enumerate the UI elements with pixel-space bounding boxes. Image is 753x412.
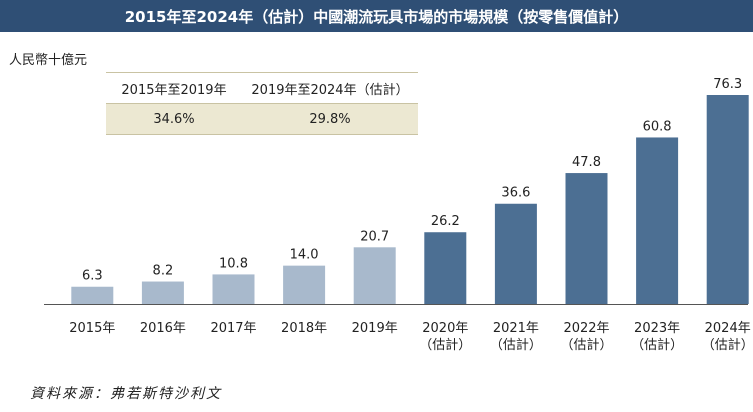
category-label-0: 2015年 [69,321,115,336]
category-note-5: （估計） [419,337,471,353]
category-label-7: 2022年 [563,321,609,336]
chart-title: 2015年至2024年（估計）中國潮流玩具市場的市場規模（按零售價值計） [0,0,753,32]
value-label-2: 10.8 [219,256,248,271]
bar-7 [565,173,608,304]
category-label-1: 2016年 [140,321,186,336]
value-label-6: 36.6 [501,186,530,201]
value-label-5: 26.2 [431,214,460,229]
cagr-header-row: 2015年至2019年 2019年至2024年（估計） [106,73,418,103]
cagr-value-2015-2019: 34.6% [153,111,195,127]
category-note-6: （估計） [490,337,542,353]
value-label-4: 20.7 [360,229,389,244]
value-label-1: 8.2 [153,264,174,279]
category-label-8: 2023年 [634,321,680,336]
bar-chart: 6.3 2015年 8.2 2016年 10.8 2017年 14.0 2018年 20.7 20… [44,77,753,353]
bar-9 [706,95,749,304]
category-note-7: （估計） [560,337,612,353]
category-note-8: （估計） [631,337,683,353]
category-label-4: 2019年 [352,321,398,336]
category-label-9: 2024年 [705,321,751,336]
value-label-7: 47.8 [572,155,601,170]
bar-6 [494,203,537,304]
category-label-2: 2017年 [210,321,256,336]
source-note: 資料來源：弗若斯特沙利文 [30,386,222,402]
category-label-3: 2018年 [281,321,327,336]
value-label-0: 6.3 [82,269,103,284]
cagr-value-row: 34.6% 29.8% [106,103,418,134]
cagr-header-2019-2024: 2019年至2024年（估計） [251,82,409,98]
value-label-9: 76.3 [713,77,742,92]
cagr-header-2015-2019: 2015年至2019年 [121,82,227,98]
bar-2 [212,274,255,304]
value-label-8: 60.8 [643,119,672,134]
bar-0 [71,286,114,304]
bar-5 [424,232,467,304]
cagr-table: 2015年至2019年 2019年至2024年（估計） 34.6% 29.8% [106,72,418,135]
category-label-5: 2020年 [422,321,468,336]
category-note-9: （估計） [702,337,753,353]
bar-8 [636,137,679,304]
bar-3 [283,265,326,304]
cagr-value-2019-2024: 29.8% [309,111,351,127]
unit-label: 人民幣十億元 [9,53,88,68]
category-label-6: 2021年 [493,321,539,336]
bar-4 [353,247,396,304]
value-label-3: 14.0 [290,248,319,263]
bar-1 [141,281,184,304]
